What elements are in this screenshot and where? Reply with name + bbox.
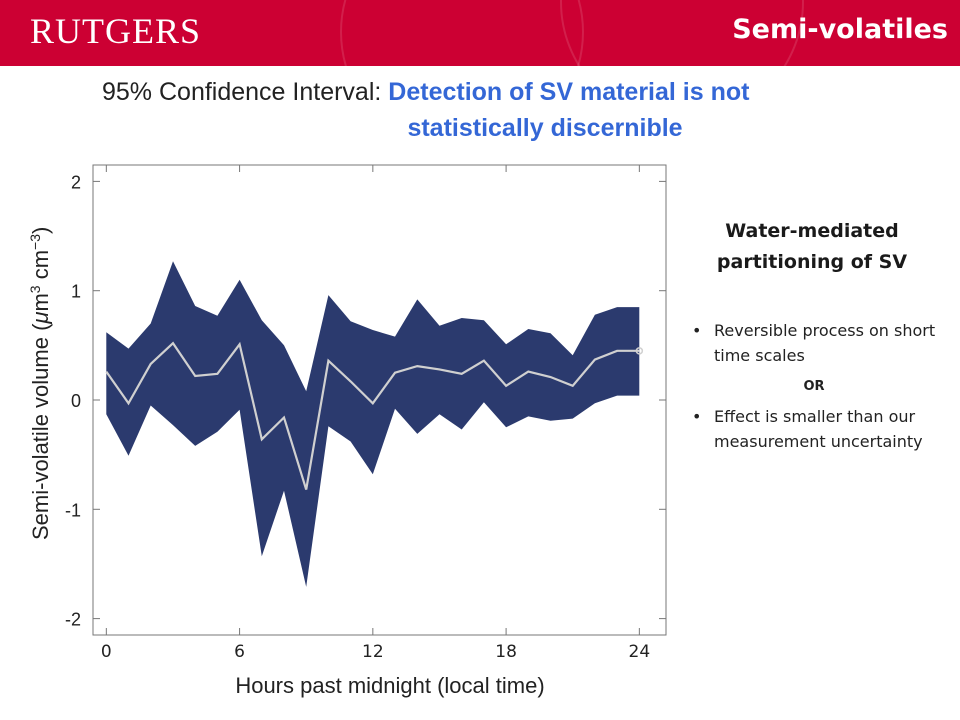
bullet-marker: • [692, 321, 702, 340]
x-tick-label: 12 [362, 642, 384, 662]
headline-line-1: 95% Confidence Interval: Detection of SV… [102, 78, 749, 107]
y-label-unit: m [28, 293, 53, 311]
y-label-exponent: −3 [27, 234, 43, 250]
headline-prefix: 95% Confidence Interval: [102, 78, 389, 106]
y-label-unit: cm [28, 250, 53, 285]
confidence-band [106, 261, 640, 587]
y-tick-label: -1 [65, 500, 81, 520]
side-panel-title: Water-mediated partitioning of SV [680, 216, 944, 278]
side-panel-title-line-1: Water-mediated [725, 220, 899, 242]
y-label-close: ) [28, 227, 53, 234]
section-title: Semi-volatiles [732, 14, 948, 45]
bullet-list: • Reversible process on short time scale… [680, 318, 948, 454]
bullet-marker: • [692, 407, 702, 426]
y-tick-label: -2 [65, 610, 81, 630]
y-axis-label: Semi-volatile volume (μm3 cm−3) [27, 227, 53, 540]
headline-highlight-1: Detection of SV material is not [388, 78, 750, 106]
headline-highlight-2: statistically discernible [407, 114, 683, 142]
confidence-interval-chart: 2 1 0 -1 -2 0 6 12 18 24 Semi-volatile volume (μ… [27, 164, 667, 698]
y-tick-label: 2 [71, 172, 81, 192]
mean-line [105, 341, 640, 490]
x-tick-label: 0 [101, 642, 112, 662]
bullet-item-uncertainty: • Effect is smaller than our measurement… [680, 404, 948, 454]
header-bar: RUTGERS Semi-volatiles [0, 0, 960, 66]
x-ticks: 0 6 12 18 24 [101, 165, 650, 662]
bullet-text: Reversible process on short time scales [714, 321, 936, 365]
bullet-text: Effect is smaller than our measurement u… [714, 407, 923, 451]
or-label: OR [803, 379, 825, 394]
x-axis-label: Hours past midnight (local time) [235, 673, 544, 698]
y-label-exponent: 3 [27, 285, 43, 293]
y-label-mu: μ [28, 312, 53, 325]
bullet-item-reversible: • Reversible process on short time scale… [680, 318, 948, 368]
side-panel-title-line-2: partitioning of SV [716, 251, 908, 273]
y-tick-label: 1 [71, 282, 81, 302]
rutgers-logo: RUTGERS [30, 11, 202, 51]
y-label-text: Semi-volatile volume ( [28, 323, 53, 540]
x-tick-label: 18 [495, 642, 517, 662]
mean-line-endpoint [635, 347, 644, 355]
x-tick-label: 24 [629, 642, 651, 662]
y-tick-label: 0 [71, 391, 81, 411]
y-ticks: 2 1 0 -1 -2 [65, 172, 666, 630]
x-tick-label: 6 [234, 642, 245, 662]
seal-watermark [340, 0, 584, 66]
